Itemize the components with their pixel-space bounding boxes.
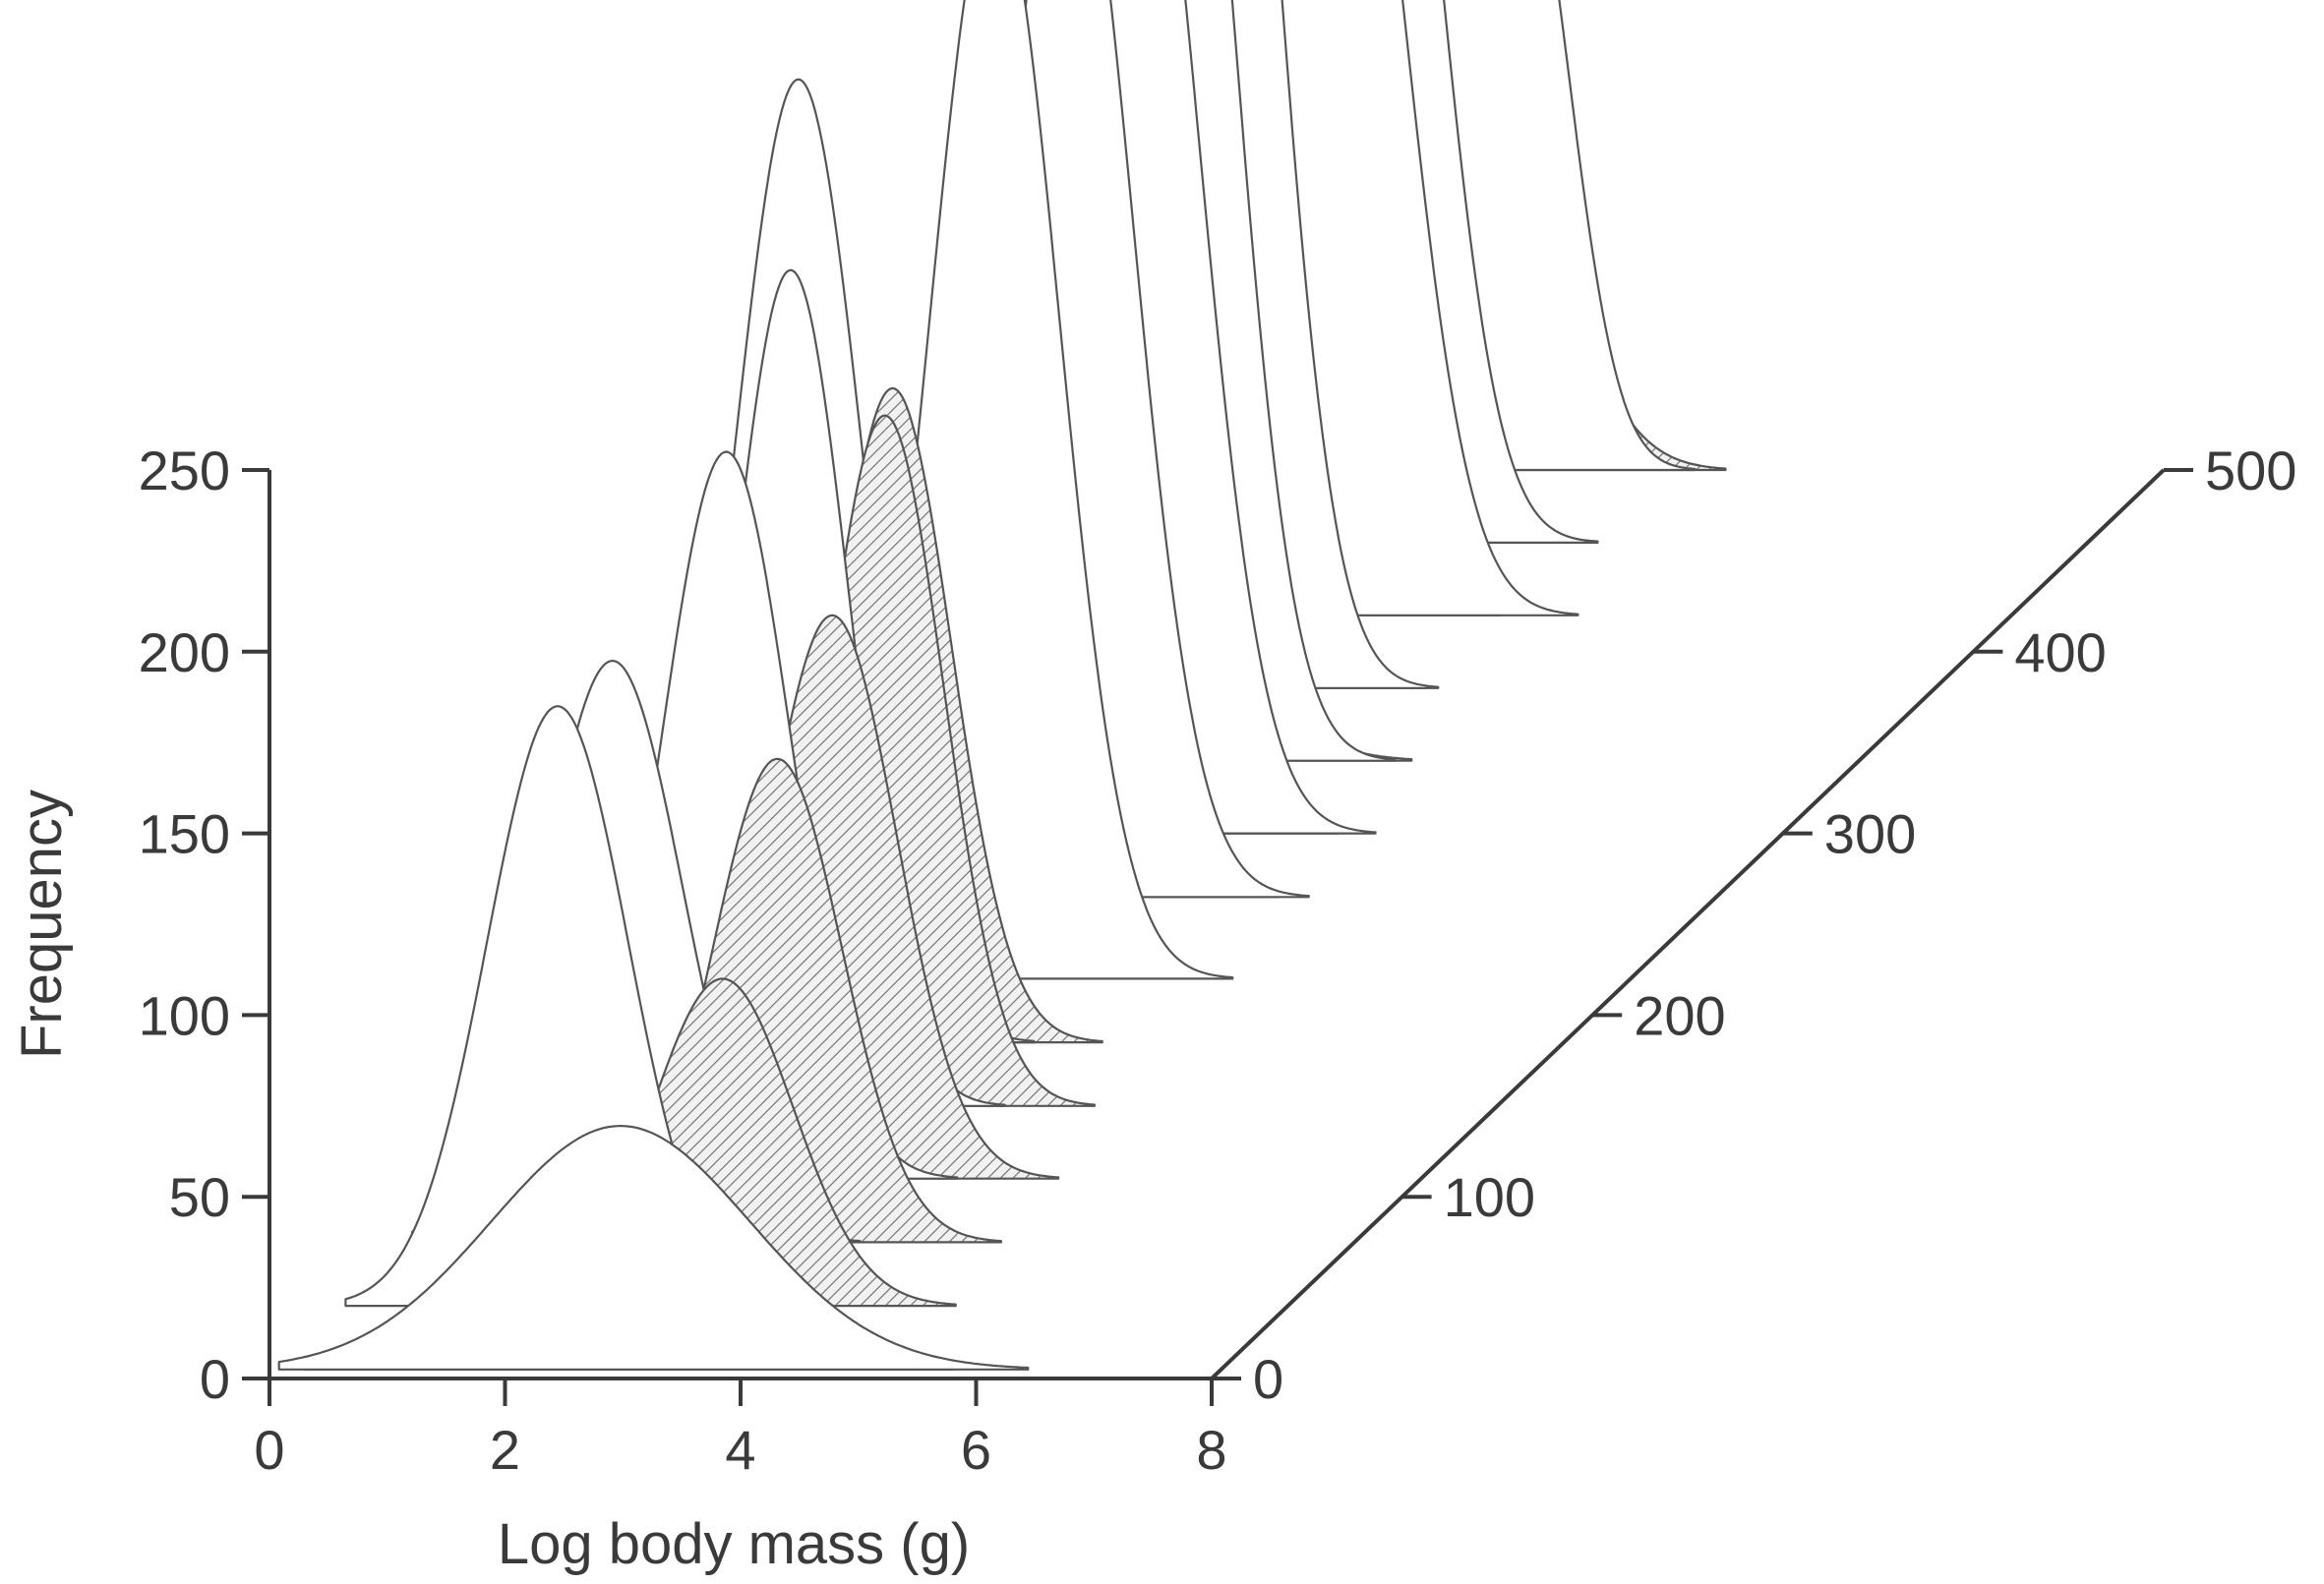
z-tick-label-200: 200 — [1634, 984, 1725, 1046]
y-ticks-group: 0 50 100 150 200 250 — [139, 440, 269, 1410]
ridge-series-1-open — [277, 1125, 1030, 1371]
x-ticks-group: 0 2 4 6 8 — [254, 1377, 1227, 1481]
y-axis-title: Frequency — [10, 790, 74, 1059]
z-tick-label-100: 100 — [1444, 1166, 1535, 1228]
y-tick-label-100: 100 — [139, 984, 230, 1046]
x-tick-label-2: 2 — [490, 1419, 520, 1481]
y-tick-label-250: 250 — [139, 440, 230, 501]
y-tick-label-150: 150 — [139, 803, 230, 865]
z-tick-label-0: 0 — [1253, 1348, 1283, 1410]
x-tick-label-0: 0 — [254, 1419, 284, 1481]
y-tick-label-0: 0 — [200, 1348, 230, 1410]
x-tick-label-8: 8 — [1196, 1419, 1226, 1481]
z-tick-label-500: 500 — [2205, 440, 2296, 501]
z-axis-line — [1210, 468, 2166, 1380]
y-tick-label-200: 200 — [139, 621, 230, 683]
z-ticks-group: 0 100 200 300 400 500 — [1212, 440, 2296, 1410]
z-tick-label-400: 400 — [2014, 621, 2106, 683]
z-tick-label-300: 300 — [1824, 803, 1916, 865]
x-axis-title: Log body mass (g) — [498, 1512, 970, 1576]
x-tick-label-4: 4 — [725, 1419, 755, 1481]
y-tick-label-50: 50 — [169, 1166, 230, 1228]
x-tick-label-6: 6 — [961, 1419, 991, 1481]
ridge-series-group — [277, 0, 1727, 1371]
